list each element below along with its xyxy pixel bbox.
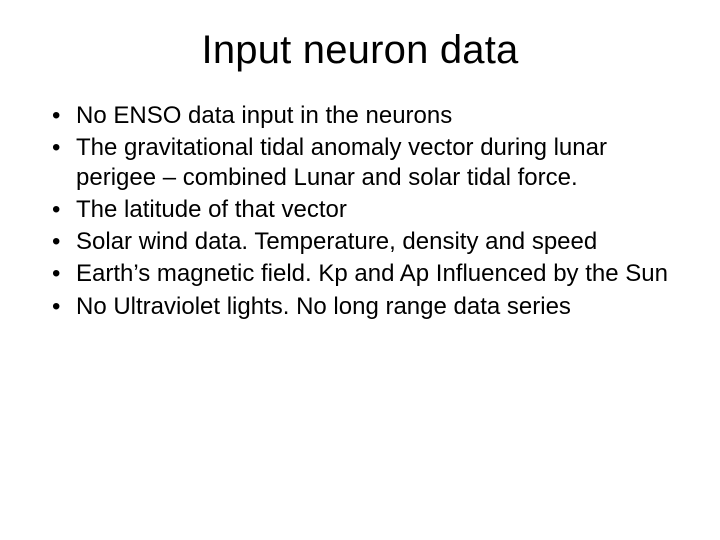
list-item: No ENSO data input in the neurons: [48, 101, 680, 130]
list-item: Earth’s magnetic field. Kp and Ap Influe…: [48, 259, 680, 288]
list-item: Solar wind data. Temperature, density an…: [48, 227, 680, 256]
list-item: The gravitational tidal anomaly vector d…: [48, 133, 680, 192]
list-item: The latitude of that vector: [48, 195, 680, 224]
list-item: No Ultraviolet lights. No long range dat…: [48, 292, 680, 321]
slide: Input neuron data No ENSO data input in …: [0, 0, 720, 540]
bullet-list: No ENSO data input in the neurons The gr…: [40, 101, 680, 321]
slide-title: Input neuron data: [40, 28, 680, 73]
